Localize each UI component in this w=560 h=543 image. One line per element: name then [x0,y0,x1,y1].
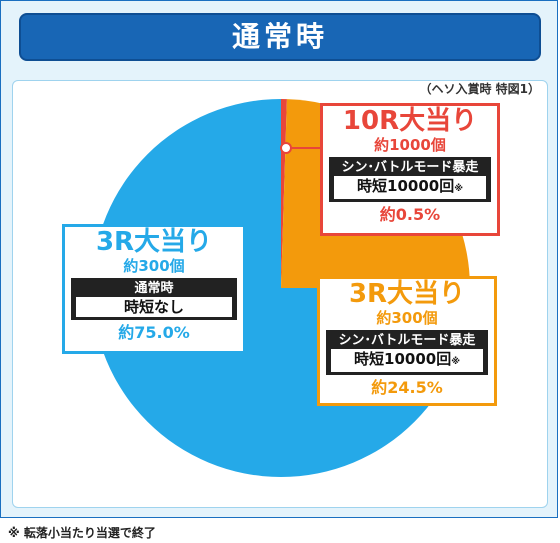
box-10r-jitan: 時短10000回※ [334,176,486,199]
leader-dot [280,142,292,154]
box-3r-blue-pct: 約75.0% [118,323,190,342]
box-10r: 10R大当り 約1000個 シン･バトルモード暴走 時短10000回※ 約0.5… [320,103,500,236]
box-3r-blue-jitan: 時短なし [76,297,232,317]
box-3r-orange-count: 約300個 [376,309,438,327]
page-title: 通常時 [19,13,541,61]
box-10r-mode-label: シン･バトルモード暴走 [341,160,479,175]
box-10r-pct: 約0.5% [379,205,441,224]
box-3r-orange-mark: ※ [451,357,460,367]
box-3r-orange-mode: シン･バトルモード暴走 時短10000回※ [326,330,488,375]
box-3r-blue-mode-label: 通常時 [134,281,174,296]
box-3r-blue-title: 3R大当り [95,227,213,257]
box-10r-title: 10R大当り [342,106,478,136]
note-top: （ヘソ入賞時 特図1） [419,82,540,96]
box-3r-blue-mode: 通常時 時短なし [71,278,237,320]
box-3r-blue: 3R大当り 約300個 通常時 時短なし 約75.0% [62,224,246,354]
box-3r-orange-title: 3R大当り [348,279,466,309]
box-3r-orange-mode-label: シン･バトルモード暴走 [338,333,476,348]
box-10r-mode: シン･バトルモード暴走 時短10000回※ [329,157,491,202]
box-3r-orange-jitan: 時短10000回※ [331,349,483,372]
box-10r-count: 約1000個 [374,136,446,154]
box-3r-orange-pct: 約24.5% [371,378,443,397]
box-3r-orange-jitan-text: 時短10000回 [354,350,452,368]
footer-note: ※ 転落小当たり当選で終了 [8,526,156,540]
box-3r-orange: 3R大当り 約300個 シン･バトルモード暴走 時短10000回※ 約24.5% [317,276,497,406]
box-3r-blue-count: 約300個 [123,257,185,275]
box-10r-jitan-text: 時短10000回 [357,177,455,195]
box-10r-mark: ※ [454,184,463,194]
